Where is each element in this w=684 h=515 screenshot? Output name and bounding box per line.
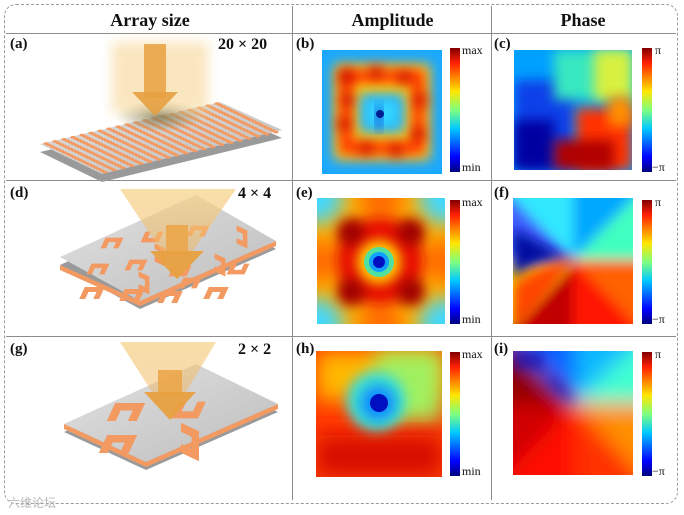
array-size-2x2: 2 × 2 <box>238 341 272 358</box>
split-ring-resonator <box>138 271 150 295</box>
split-ring-resonator <box>181 422 199 462</box>
column-divider <box>491 6 492 500</box>
meta-atom <box>102 170 108 174</box>
panel-label-h: (h) <box>296 341 315 357</box>
header-array-size: Array size <box>110 10 190 30</box>
incident-beam <box>120 189 236 255</box>
schematic-20x20 <box>40 42 282 182</box>
phase-map-2x2 <box>513 351 633 475</box>
colorbar-max-label: max <box>462 43 483 57</box>
colorbar-min-label: min <box>462 160 481 174</box>
colorbar-minus-pi-label: −π <box>652 464 665 478</box>
amplitude-map-4x4 <box>317 198 445 324</box>
beam-arrow-head <box>144 392 196 420</box>
header-phase: Phase <box>560 10 606 30</box>
split-ring-resonator <box>203 287 229 299</box>
meta-atom <box>129 164 135 167</box>
meta-atom <box>156 158 162 161</box>
split-ring-resonator <box>98 435 138 453</box>
meta-atom <box>174 153 180 157</box>
meta-atom <box>246 137 252 140</box>
split-ring-resonator <box>119 289 145 301</box>
split-ring-resonator <box>214 253 226 277</box>
split-ring-resonator <box>236 225 248 249</box>
colorbar-minus-pi-label: −π <box>652 160 665 174</box>
panel-label-g: (g) <box>10 341 28 357</box>
meta-atom <box>237 139 243 142</box>
header-amplitude: Amplitude <box>351 10 434 30</box>
colorbar-phase-3 <box>642 352 652 476</box>
meta-atom <box>165 156 171 159</box>
amplitude-map-20x20 <box>322 50 442 174</box>
watermark: 六维论坛 <box>8 496 57 510</box>
meta-atom <box>192 149 198 153</box>
meta-atom <box>111 168 117 172</box>
array-size-4x4: 4 × 4 <box>238 185 272 202</box>
colorbar-pi-label: π <box>655 43 662 57</box>
beam-arrow-head <box>150 251 204 279</box>
colorbar-max-label: max <box>462 195 483 209</box>
meta-atom <box>219 143 225 146</box>
header-divider <box>6 33 676 34</box>
column-divider <box>292 6 293 500</box>
meta-atom <box>138 162 144 165</box>
split-ring-resonator <box>157 291 183 303</box>
schematic-2x2 <box>64 342 278 470</box>
beam-arrow-head <box>132 92 178 116</box>
colorbar-min-label: min <box>462 464 481 478</box>
colorbar-min-label: min <box>462 312 481 326</box>
panel-label-a: (a) <box>10 36 28 52</box>
split-ring-resonator <box>79 287 105 299</box>
beam-arrow-shaft <box>144 44 166 98</box>
schematic-4x4 <box>60 189 276 309</box>
colorbar-pi-label: π <box>655 347 662 361</box>
split-ring-resonator <box>100 237 124 249</box>
amplitude-map-2x2 <box>316 351 442 477</box>
phase-map-4x4 <box>513 198 633 324</box>
row-divider <box>6 180 676 181</box>
colorbar-phase-1 <box>642 48 652 172</box>
meta-atom <box>147 160 153 163</box>
dashed-frame <box>4 4 678 504</box>
meta-atom <box>228 141 234 144</box>
panel-label-f: (f) <box>494 185 509 201</box>
panel-label-e: (e) <box>296 185 313 201</box>
meta-atom <box>201 147 207 151</box>
colorbar-pi-label: π <box>655 195 662 209</box>
colorbar-max-label: max <box>462 347 483 361</box>
panel-label-b: (b) <box>296 36 315 52</box>
panel-label-i: (i) <box>494 341 509 357</box>
row-divider <box>6 336 676 337</box>
incident-beam <box>120 342 216 392</box>
meta-atom <box>273 130 279 134</box>
split-ring-resonator <box>226 263 250 275</box>
colorbar-amplitude-2 <box>450 200 460 324</box>
meta-atom <box>255 135 261 138</box>
meta-atom <box>120 166 126 170</box>
panel-label-d: (d) <box>10 185 29 201</box>
panel-label-c: (c) <box>494 36 511 52</box>
meta-atom <box>183 151 189 155</box>
array-size-20x20: 20 × 20 <box>218 36 268 53</box>
phase-map-20x20 <box>514 50 632 170</box>
colorbar-amplitude-1 <box>450 48 460 172</box>
split-ring-resonator <box>124 259 148 271</box>
split-ring-resonator <box>178 277 202 289</box>
meta-atom <box>210 145 216 149</box>
split-ring-resonator <box>86 263 110 275</box>
colorbar-amplitude-3 <box>450 352 460 476</box>
colorbar-phase-2 <box>642 200 652 324</box>
split-ring-resonator <box>106 403 146 421</box>
colorbar-minus-pi-label: −π <box>652 312 665 326</box>
meta-atom <box>264 132 270 136</box>
